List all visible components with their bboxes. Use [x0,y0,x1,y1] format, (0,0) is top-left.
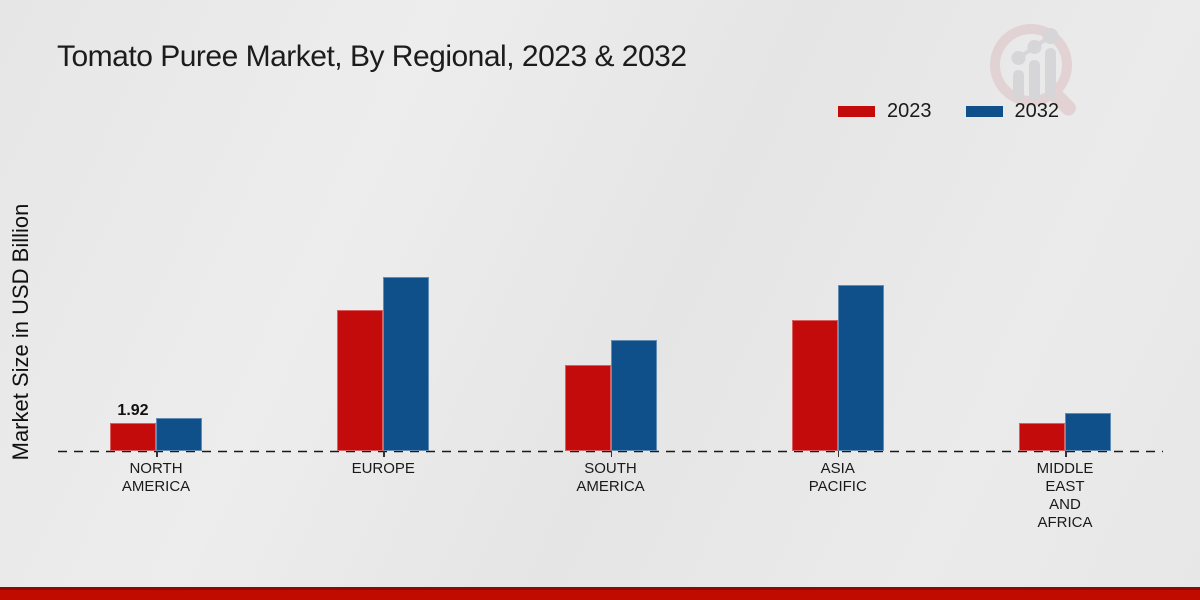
x-axis-tick [610,451,612,457]
chart-title: Tomato Puree Market, By Regional, 2023 &… [57,40,687,73]
bar-2023-south-america [564,364,611,451]
bar-2023-north-america [110,423,156,451]
legend-swatch-2023 [838,106,875,117]
magnifier-bar-chart-logo-icon [985,22,1085,117]
x-axis-tick [1065,451,1067,457]
bar-2023-middle-east-and-africa [1019,422,1065,451]
bar-2032-europe [383,276,430,451]
legend-item-2032: 2032 [965,100,1060,123]
bar-2023-asia-pacific [791,319,838,451]
legend-label-2023: 2023 [887,100,932,122]
bar-2023-europe [337,309,384,451]
bar-2032-north-america [156,418,202,451]
x-axis-tick [156,451,158,457]
legend-item-2023: 2023 [838,100,932,123]
legend: 2023 2032 [838,100,1059,123]
category-label-middle-east-and-africa: MIDDLE EAST AND AFRICA [1036,460,1094,531]
bar-2032-south-america [610,340,657,451]
category-label-south-america: SOUTH AMERICA [576,460,645,495]
legend-swatch-2032 [965,106,1003,117]
category-label-north-america: NORTH AMERICA [121,460,191,495]
footer-accent-bar [0,587,1200,600]
legend-label-2032: 2032 [1014,100,1060,122]
x-axis-tick [837,451,840,457]
category-label-asia-pacific: ASIA PACIFIC [808,460,867,495]
data-label-1.92: 1.92 [117,402,149,420]
bar-2032-asia-pacific [837,285,884,451]
category-label-europe: EUROPE [351,460,415,477]
bar-2032-middle-east-and-africa [1065,413,1111,451]
x-axis-tick [383,451,385,457]
